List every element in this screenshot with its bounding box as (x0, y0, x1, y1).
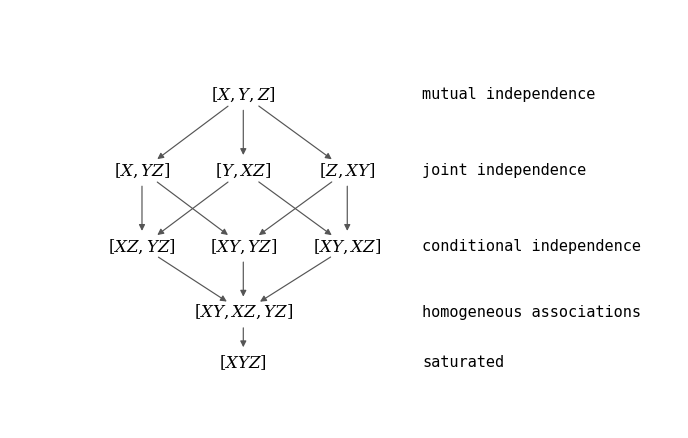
Text: $[XZ,YZ]$: $[XZ,YZ]$ (108, 237, 176, 256)
Text: $[X,YZ]$: $[X,YZ]$ (114, 162, 170, 180)
Text: saturated: saturated (422, 355, 504, 371)
Text: homogeneous associations: homogeneous associations (422, 305, 641, 320)
Text: joint independence: joint independence (422, 163, 586, 178)
Text: mutual independence: mutual independence (422, 87, 595, 102)
Text: $[XY,XZ]$: $[XY,XZ]$ (313, 237, 381, 256)
Text: $[XY,XZ,YZ]$: $[XY,XZ,YZ]$ (194, 303, 293, 321)
Text: $[Y,XZ]$: $[Y,XZ]$ (215, 162, 272, 180)
Text: $[Z,XY]$: $[Z,XY]$ (319, 162, 376, 180)
Text: conditional independence: conditional independence (422, 239, 641, 254)
Text: $[XY,YZ]$: $[XY,YZ]$ (210, 237, 277, 256)
Text: $[XYZ]$: $[XYZ]$ (219, 353, 267, 372)
Text: $[X,Y,Z]$: $[X,Y,Z]$ (211, 85, 276, 104)
